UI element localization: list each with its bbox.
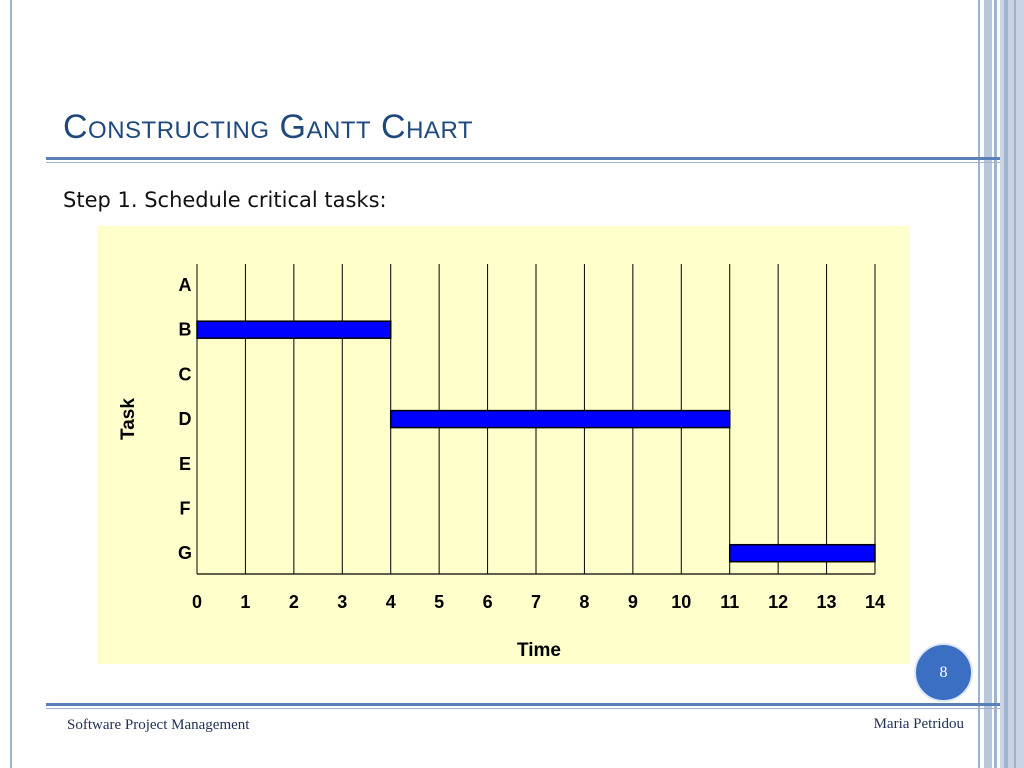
x-tick-label: 6 [483,592,493,612]
footer-divider [46,703,1000,706]
x-tick-label: 5 [434,592,444,612]
slide-frame-right-edge-line-2 [1014,0,1016,768]
x-tick-label: 1 [240,592,250,612]
y-category-label: C [179,364,192,384]
y-category-label: F [180,499,191,519]
x-tick-label: 12 [768,592,788,612]
x-axis-title: Time [517,640,561,661]
task-bar-g [728,543,876,563]
y-category-label: B [179,320,192,340]
footer-divider-thin [46,708,1000,709]
slide-frame-right-line [994,0,997,768]
slide-title: Constructing Gantt Chart [63,108,473,146]
x-tick-label: 7 [531,592,541,612]
x-tick-label: 8 [579,592,589,612]
slide-frame-right-band [984,0,992,768]
x-tick-label: 14 [865,592,885,612]
step-text: Step 1. Schedule critical tasks: [63,188,387,212]
footer-author: Maria Petridou [873,716,964,732]
x-tick-label: 4 [386,592,396,612]
slide-frame-left [10,0,12,768]
page-number-badge: 8 [914,643,973,702]
x-tick-label: 13 [817,592,837,612]
x-tick-label: 2 [289,592,299,612]
y-category-label: G [178,543,192,563]
x-tick-label: 11 [720,592,739,612]
x-tick-label: 3 [337,592,347,612]
slide-frame-right [978,0,980,768]
footer-course: Software Project Management [67,717,250,733]
page-number: 8 [939,663,948,681]
task-bar-d [389,409,731,429]
x-tick-label: 9 [628,592,638,612]
y-category-label: E [179,454,191,474]
x-tick-label: 0 [192,592,202,612]
title-divider [46,157,1000,160]
title-divider-thin [46,162,1000,163]
task-bar-b [196,320,392,339]
slide-frame-right-edge-line [1004,0,1008,768]
y-category-label: A [179,275,192,295]
y-axis-title: Task [118,398,139,440]
x-tick-label: 10 [671,592,691,612]
y-category-label: D [179,409,192,429]
chart-panel [97,226,910,664]
